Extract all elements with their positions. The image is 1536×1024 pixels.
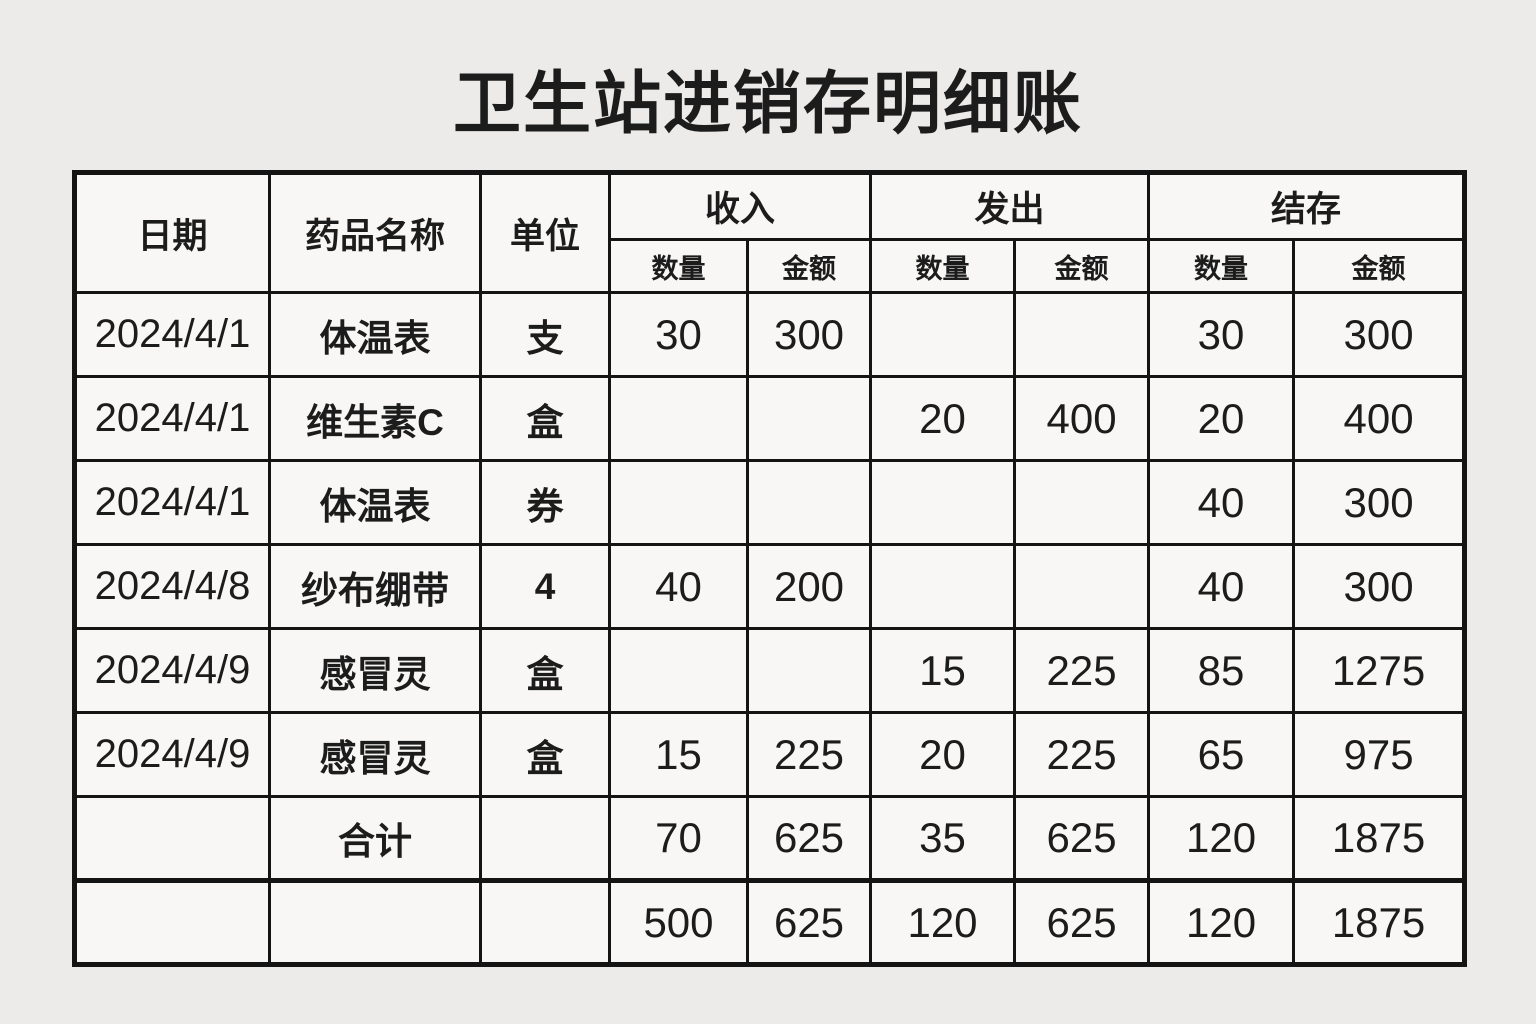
cell-in-amt: [745, 627, 873, 714]
cell-out-amt: [1013, 543, 1151, 630]
cell-out-amt: 625: [1013, 878, 1151, 966]
cell-bal-amt: 300: [1292, 459, 1467, 546]
cell-bal-amt: 1875: [1292, 795, 1467, 882]
table-header: 日期 药品名称 单位 收入 发出 结存 数量 金额 数量 金额 数量 金额: [73, 171, 1467, 294]
cell-bal-qty: 40: [1147, 459, 1296, 546]
cell-unit: [479, 878, 611, 966]
cell-product: [268, 878, 482, 966]
header-balance-amt: 金额: [1292, 238, 1467, 294]
cell-unit: [479, 795, 611, 882]
cell-in-amt: 625: [745, 795, 873, 882]
cell-in-amt: [745, 375, 873, 462]
cell-unit: 盒: [479, 627, 611, 714]
cell-in-amt: [745, 459, 873, 546]
cell-unit: 券: [479, 459, 611, 546]
cell-out-amt: [1013, 291, 1151, 378]
cell-unit: 盒: [479, 375, 611, 462]
cell-out-qty: 20: [869, 711, 1017, 798]
cell-date: 2024/4/1: [73, 375, 271, 462]
cell-date: [73, 795, 271, 882]
cell-out-qty: [869, 291, 1017, 378]
cell-bal-qty: 120: [1147, 878, 1296, 966]
cell-date: 2024/4/1: [73, 459, 271, 546]
cell-bal-qty: 20: [1147, 375, 1296, 462]
cell-bal-qty: 85: [1147, 627, 1296, 714]
cell-unit: 4: [479, 543, 611, 630]
cell-product: 维生素C: [268, 375, 482, 462]
table-row: 2024/4/8 纱布绷带 4 40 200 40 300: [73, 543, 1467, 630]
cell-unit: 盒: [479, 711, 611, 798]
cell-out-qty: [869, 543, 1017, 630]
cell-in-amt: 625: [745, 878, 873, 966]
cell-out-amt: [1013, 459, 1151, 546]
cell-product: 感冒灵: [268, 711, 482, 798]
header-product: 药品名称: [268, 171, 482, 294]
cell-bal-amt: 975: [1292, 711, 1467, 798]
table-row: 2024/4/1 体温表券 40 300: [73, 459, 1467, 546]
cell-in-amt: 225: [745, 711, 873, 798]
cell-in-qty: [608, 459, 749, 546]
header-issue-qty: 数量: [869, 238, 1017, 294]
table-row: 合计 70 625 35 625 120 1875: [73, 795, 1467, 882]
header-unit: 单位: [479, 171, 611, 294]
cell-out-amt: 225: [1013, 627, 1151, 714]
cell-out-amt: 625: [1013, 795, 1151, 882]
header-income: 收入: [607, 171, 873, 241]
cell-unit: 支: [479, 291, 611, 378]
cell-bal-qty: 65: [1147, 711, 1296, 798]
header-balance: 结存: [1147, 171, 1467, 241]
cell-out-amt: 400: [1013, 375, 1151, 462]
cell-out-qty: 120: [869, 878, 1017, 966]
table-row: 2024/4/1 维生素C 盒 20 400 20 400: [73, 375, 1467, 462]
header-balance-qty: 数量: [1147, 238, 1296, 294]
cell-date: 2024/4/8: [73, 543, 271, 630]
cell-date: 2024/4/9: [73, 711, 271, 798]
cell-product: 体温表: [268, 459, 482, 546]
cell-product: 纱布绷带: [268, 543, 482, 630]
cell-bal-amt: 1875: [1292, 878, 1467, 966]
cell-in-amt: 200: [745, 543, 873, 630]
header-issue: 发出: [869, 171, 1151, 241]
cell-bal-qty: 120: [1147, 795, 1296, 882]
table-body: 2024/4/1 体温表支 30 300 30 300 2024/4/1 维生素C 盒 20 400…: [73, 291, 1467, 966]
table-row: 2024/4/9 感冒灵盒 15 225 20 225 65 975: [73, 711, 1467, 798]
cell-out-qty: 15: [869, 627, 1017, 714]
header-date: 日期: [73, 171, 271, 294]
table-row: 500 625 120 625 120 1875: [73, 878, 1467, 966]
cell-product: 合计: [268, 795, 482, 882]
cell-out-amt: 225: [1013, 711, 1151, 798]
cell-bal-amt: 400: [1292, 375, 1467, 462]
cell-in-amt: 300: [745, 291, 873, 378]
cell-out-qty: [869, 459, 1017, 546]
table-row: 2024/4/9 感冒灵盒 15 225 85 1275: [73, 627, 1467, 714]
header-issue-amt: 金额: [1013, 238, 1151, 294]
cell-in-qty: 15: [608, 711, 749, 798]
header-sub-row: 数量 金额 数量 金额 数量 金额: [75, 238, 1467, 294]
cell-in-qty: [608, 375, 749, 462]
cell-date: [73, 878, 271, 966]
cell-in-qty: 500: [608, 878, 749, 966]
cell-out-qty: 35: [869, 795, 1017, 882]
table-row: 2024/4/1 体温表支 30 300 30 300: [73, 291, 1467, 378]
cell-product: 感冒灵: [268, 627, 482, 714]
cell-in-qty: 40: [608, 543, 749, 630]
header-income-qty: 数量: [608, 238, 749, 294]
ledger-table: 日期 药品名称 单位 收入 发出 结存 数量 金额 数量 金额 数量 金额 20…: [72, 170, 1468, 967]
cell-in-qty: [608, 627, 749, 714]
cell-bal-qty: 40: [1147, 543, 1296, 630]
header-income-amt: 金额: [745, 238, 873, 294]
cell-bal-amt: 1275: [1292, 627, 1467, 714]
header-group-row: 日期 药品名称 单位 收入 发出 结存: [73, 171, 1467, 294]
cell-product: 体温表: [268, 291, 482, 378]
cell-bal-amt: 300: [1292, 543, 1467, 630]
cell-in-qty: 70: [608, 795, 749, 882]
cell-bal-qty: 30: [1147, 291, 1296, 378]
cell-date: 2024/4/9: [73, 627, 271, 714]
cell-in-qty: 30: [608, 291, 749, 378]
page-title: 卫生站进销存明细账: [452, 66, 1083, 142]
cell-out-qty: 20: [869, 375, 1017, 462]
cell-bal-amt: 300: [1292, 291, 1467, 378]
cell-date: 2024/4/1: [73, 291, 271, 378]
